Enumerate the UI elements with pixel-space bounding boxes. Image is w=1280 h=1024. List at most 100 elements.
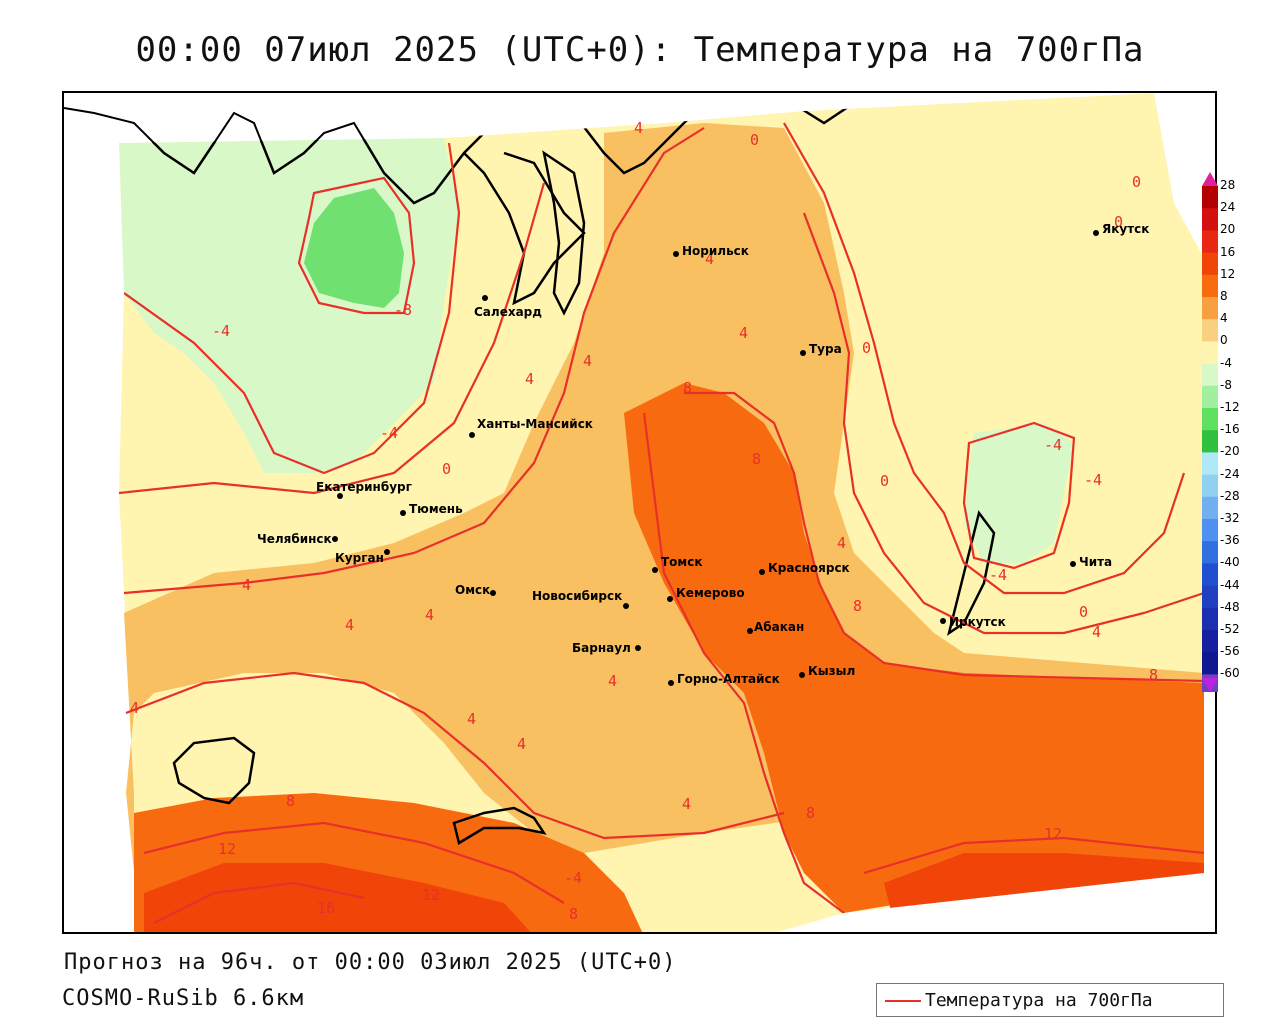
colorbar-cell [1202, 319, 1218, 342]
iso-label: 0 [1114, 213, 1123, 231]
colorbar-cell [1202, 408, 1218, 431]
iso-label: -8 [394, 301, 412, 319]
iso-label: 0 [1132, 173, 1141, 191]
iso-label: 4 [242, 576, 251, 594]
colorbar-cell [1202, 452, 1218, 476]
iso-label: 8 [806, 804, 815, 822]
colorbar-cell [1202, 563, 1218, 587]
cold-zone-core [304, 188, 404, 308]
colorbar-cell [1202, 208, 1218, 231]
colorbar-label: -56 [1220, 644, 1240, 659]
city-marker[interactable]: Барнаул [572, 641, 641, 655]
colorbar-cell [1202, 430, 1218, 453]
domain-outside-top [64, 93, 1215, 258]
iso-label: 4 [1092, 623, 1101, 641]
iso-label: 12 [422, 886, 440, 904]
isoline-8-west [642, 412, 845, 914]
city-marker[interactable]: Горно-Алтайск [668, 672, 780, 686]
colorbar-cell [1202, 363, 1218, 387]
svg-text:Чита: Чита [1079, 555, 1112, 569]
legend-line-swatch [885, 1000, 921, 1002]
iso-label: 0 [1079, 603, 1088, 621]
iso-label: -4 [564, 869, 582, 887]
isoline-4-south [125, 671, 785, 840]
hot-zone-central [624, 383, 1204, 913]
iso-label: 8 [853, 597, 862, 615]
svg-text:Норильск: Норильск [682, 244, 749, 258]
city-marker[interactable]: Норильск [673, 244, 749, 258]
colorbar-cell [1202, 541, 1218, 564]
colorbar-label: -4 [1220, 355, 1232, 370]
colorbar-label: -32 [1220, 511, 1240, 525]
city-marker[interactable]: Новосибирск [532, 589, 629, 609]
svg-text:Челябинск: Челябинск [257, 532, 332, 546]
model-info: COSMO-RuSib 6.6км [62, 986, 305, 1011]
city-marker[interactable]: Якутск [1093, 222, 1149, 236]
colorbar-bottom-arrow [1202, 678, 1218, 692]
iso-label: 4 [705, 250, 714, 268]
city-marker[interactable]: Кемерово [667, 586, 745, 602]
svg-text:Новосибирск: Новосибирск [532, 589, 622, 603]
colorbar-label: 28 [1220, 178, 1236, 192]
iso-label: 4 [583, 352, 592, 370]
colorbar-top-arrow [1202, 172, 1218, 186]
hot-zone-southeast [884, 853, 1204, 923]
colorbar-cell [1202, 652, 1218, 675]
iso-label: 8 [569, 905, 578, 923]
iso-label: 4 [837, 534, 846, 552]
temperature-map[interactable]: -8 -4 -4 -4 -4 -4 0 0 0 0 0 0 0 4 4 4 4 … [62, 91, 1217, 934]
city-marker[interactable]: Челябинск [257, 532, 338, 546]
isoline-minus4-west [123, 142, 461, 475]
svg-text:Якутск: Якутск [1102, 222, 1149, 236]
city-marker[interactable]: Красноярск [759, 561, 850, 575]
iso-label: 8 [1149, 666, 1158, 684]
isoline-12-south [143, 821, 565, 904]
colorbar [1200, 172, 1220, 698]
colorbar-cell [1202, 274, 1218, 298]
city-marker[interactable]: Кызыл [799, 664, 855, 678]
colorbar-cell [1202, 297, 1218, 320]
iso-label: 0 [750, 131, 759, 149]
colorbar-cell [1202, 341, 1218, 365]
forecast-info: Прогноз на 96ч. от 00:00 03июл 2025 (UTC… [64, 950, 677, 975]
isoline-12-southeast [863, 836, 1205, 875]
map-canvas: -8 -4 -4 -4 -4 -4 0 0 0 0 0 0 0 4 4 4 4 … [64, 93, 1215, 932]
isoline-16 [153, 881, 365, 924]
city-marker[interactable]: Тура [800, 342, 842, 356]
svg-text:Кемерово: Кемерово [676, 586, 745, 600]
iso-label: 4 [608, 672, 617, 690]
colorbar-label: -20 [1220, 444, 1240, 459]
city-marker[interactable]: Салехард [474, 295, 542, 319]
colorbar-cell [1202, 474, 1218, 498]
colorbar-label: 8 [1220, 289, 1228, 303]
colorbar-label: 4 [1220, 311, 1228, 326]
colorbar-label: -28 [1220, 488, 1240, 503]
lake-baikal [947, 510, 996, 636]
city-marker[interactable]: Чита [1070, 555, 1112, 569]
iso-label: 0 [442, 460, 451, 478]
city-marker[interactable]: Томск [652, 555, 703, 573]
isoline-4-east [802, 212, 1205, 635]
iso-label: 8 [286, 792, 295, 810]
city-marker[interactable]: Ханты-Мансийск [469, 417, 593, 438]
colorbar-label: -16 [1220, 422, 1240, 437]
iso-label: 4 [525, 370, 534, 388]
colorbar-label: -24 [1220, 466, 1240, 481]
city-marker[interactable]: Тюмень [400, 502, 463, 516]
isoline-0-east [783, 122, 1186, 595]
iso-label: -4 [212, 322, 230, 340]
svg-text:Тюмень: Тюмень [409, 502, 463, 516]
colorbar-label: -12 [1220, 400, 1240, 414]
city-marker[interactable]: Екатеринбург [316, 480, 412, 499]
hot-zone-south-core [144, 863, 531, 932]
city-marker[interactable]: Омск [455, 583, 496, 597]
iso-label: 0 [862, 339, 871, 357]
colorbar-label: -60 [1220, 666, 1240, 681]
iso-label: -4 [1084, 471, 1102, 489]
city-marker[interactable]: Абакан [747, 620, 804, 634]
city-marker[interactable]: Курган [335, 549, 390, 565]
lake-balkhash [452, 806, 547, 845]
city-marker[interactable]: Иркутск [940, 615, 1006, 629]
isoline-minus8 [297, 176, 416, 315]
iso-label: 12 [218, 840, 236, 858]
